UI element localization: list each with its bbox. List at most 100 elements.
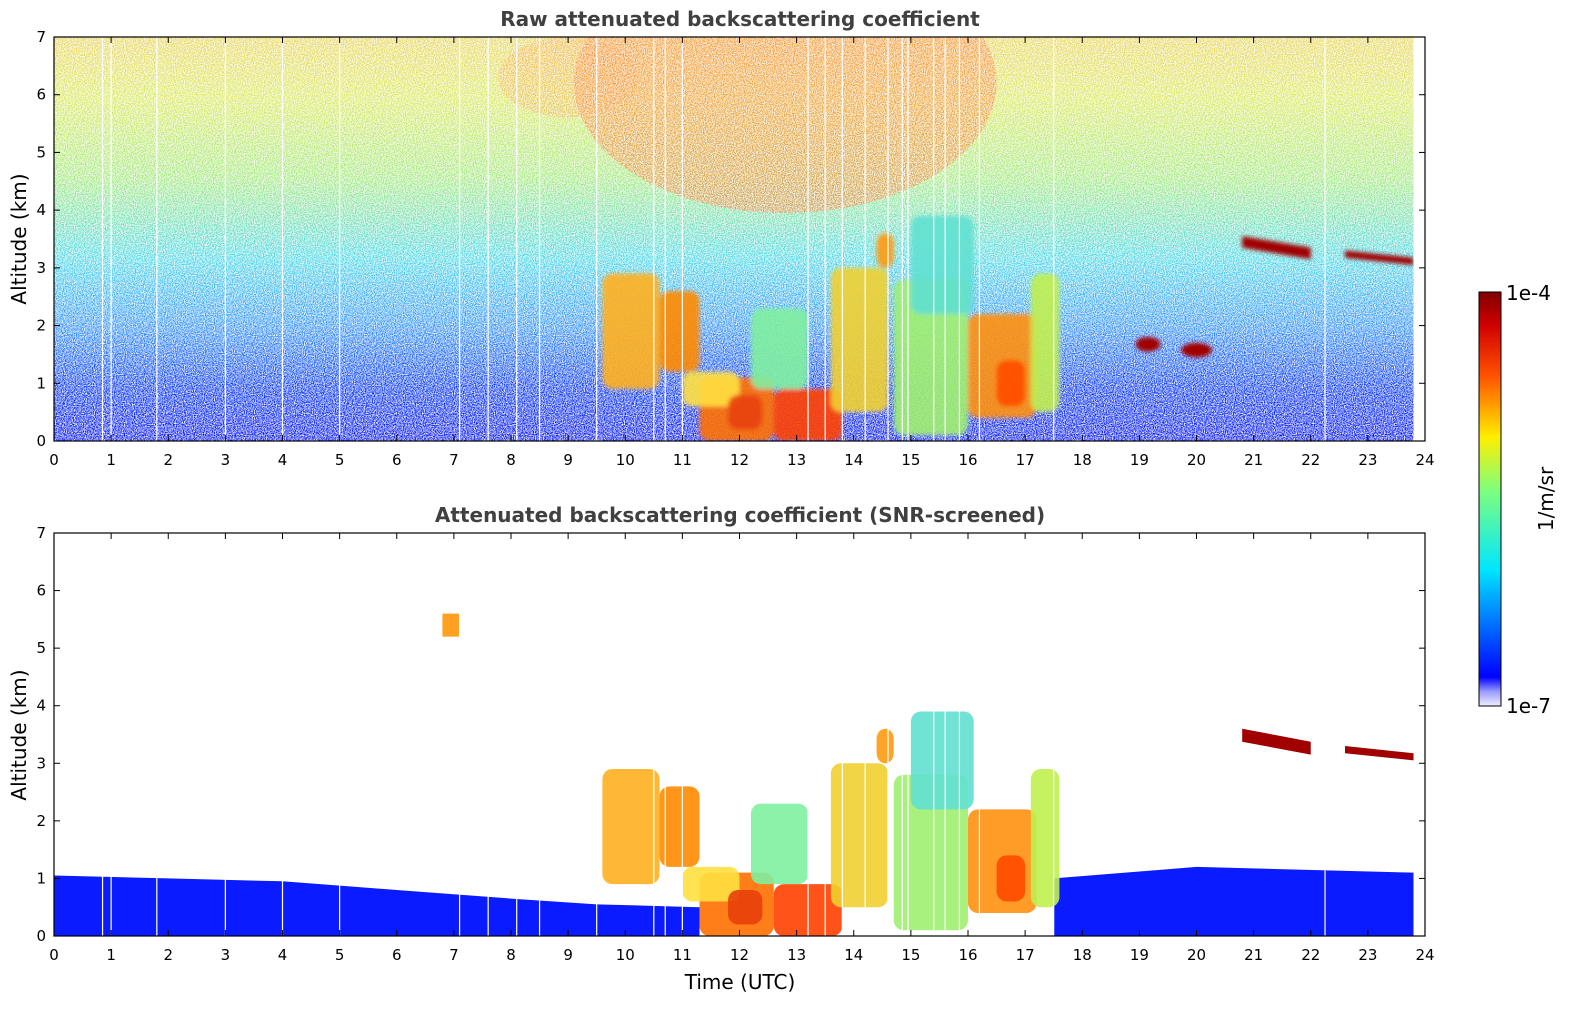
plume-segment	[1030, 273, 1060, 413]
x-tick-label: 4	[278, 451, 288, 469]
x-tick-label: 24	[1415, 946, 1434, 964]
plume-segment	[602, 273, 660, 390]
x-tick-label: 9	[563, 451, 573, 469]
plume-segment	[602, 769, 660, 885]
x-tick-label: 23	[1358, 451, 1377, 469]
x-tick-label: 3	[221, 946, 231, 964]
x-tick-label: 2	[163, 451, 173, 469]
colorbar-max-label: 1e-4	[1506, 281, 1551, 305]
x-tick-label: 15	[901, 946, 920, 964]
plume-segment	[682, 866, 740, 902]
y-tick-label: 6	[36, 86, 46, 104]
y-tick-label: 0	[36, 432, 46, 450]
top-panel-title: Raw attenuated backscattering coefficien…	[500, 7, 980, 31]
x-tick-label: 17	[1016, 451, 1035, 469]
cloud-layer	[1181, 342, 1212, 358]
no-data-region	[1413, 533, 1425, 936]
cloud-layer	[1345, 746, 1414, 761]
x-tick-label: 1	[106, 451, 116, 469]
plume-segment	[659, 786, 700, 867]
y-tick-label: 3	[36, 259, 46, 277]
y-tick-label: 7	[36, 28, 46, 46]
x-tick-label: 21	[1244, 451, 1263, 469]
x-tick-label: 14	[844, 451, 863, 469]
x-tick-label: 19	[1130, 946, 1149, 964]
no-data-region	[1413, 37, 1425, 441]
x-tick-label: 20	[1187, 946, 1206, 964]
plume-segment	[910, 215, 974, 315]
y-tick-label: 3	[36, 754, 46, 772]
plume-segment	[659, 290, 700, 372]
x-axis-label: Time (UTC)	[684, 970, 796, 994]
plume-segment	[728, 394, 763, 430]
cloud-layer	[1242, 236, 1311, 260]
plume-segment	[728, 889, 763, 925]
plume-segment	[876, 728, 894, 764]
x-tick-label: 16	[958, 451, 977, 469]
plume-segment	[876, 233, 894, 268]
x-tick-label: 22	[1301, 451, 1320, 469]
x-tick-label: 11	[673, 451, 692, 469]
x-tick-label: 24	[1415, 451, 1434, 469]
x-tick-label: 6	[392, 946, 402, 964]
x-tick-label: 4	[278, 946, 288, 964]
cloud-layer	[1242, 728, 1311, 755]
bottom-heatmap	[54, 533, 1425, 936]
x-tick-label: 7	[449, 451, 459, 469]
top-y-axis-label: Altitude (km)	[7, 173, 31, 304]
colorbar-unit-label: 1/m/sr	[1534, 466, 1558, 531]
x-tick-label: 9	[563, 946, 573, 964]
colorbar	[1478, 291, 1502, 707]
x-tick-label: 14	[844, 946, 863, 964]
boundary-layer-band	[54, 875, 700, 936]
y-tick-label: 5	[36, 143, 46, 161]
x-tick-label: 22	[1301, 946, 1320, 964]
plume-segment	[893, 279, 968, 436]
cloud-layer	[1345, 250, 1414, 265]
x-tick-label: 10	[616, 946, 635, 964]
plume-segment	[830, 267, 889, 413]
x-tick-label: 20	[1187, 451, 1206, 469]
x-tick-label: 11	[673, 946, 692, 964]
cloud-layer	[1135, 337, 1161, 352]
x-tick-label: 13	[787, 451, 806, 469]
y-tick-label: 0	[36, 927, 46, 945]
y-tick-label: 1	[36, 869, 46, 887]
x-tick-label: 0	[49, 451, 59, 469]
x-tick-label: 18	[1073, 946, 1092, 964]
plume-segment	[1030, 769, 1060, 908]
y-tick-label: 4	[36, 201, 46, 219]
x-tick-label: 0	[49, 946, 59, 964]
x-tick-label: 23	[1358, 946, 1377, 964]
plume-segment	[750, 803, 809, 885]
x-tick-label: 19	[1130, 451, 1149, 469]
x-tick-label: 13	[787, 946, 806, 964]
x-tick-label: 12	[730, 451, 749, 469]
x-tick-label: 7	[449, 946, 459, 964]
top-heatmap	[54, 37, 1425, 441]
x-tick-label: 8	[506, 451, 516, 469]
x-tick-label: 1	[106, 946, 116, 964]
y-tick-label: 6	[36, 582, 46, 600]
plume-segment	[750, 308, 809, 390]
x-tick-label: 12	[730, 946, 749, 964]
y-tick-label: 2	[36, 317, 46, 335]
y-tick-label: 2	[36, 812, 46, 830]
plume-segment	[910, 711, 974, 810]
y-tick-label: 4	[36, 697, 46, 715]
x-tick-label: 6	[392, 451, 402, 469]
plume-segment	[996, 855, 1026, 902]
x-tick-label: 5	[335, 451, 345, 469]
plume-segment	[996, 360, 1026, 407]
y-tick-label: 1	[36, 374, 46, 392]
x-tick-label: 10	[616, 451, 635, 469]
y-tick-label: 5	[36, 639, 46, 657]
plume-segment	[830, 763, 889, 908]
boundary-layer-band-evening	[1053, 866, 1414, 936]
x-tick-label: 15	[901, 451, 920, 469]
x-tick-label: 3	[221, 451, 231, 469]
x-tick-label: 5	[335, 946, 345, 964]
x-tick-label: 16	[958, 946, 977, 964]
y-tick-label: 7	[36, 524, 46, 542]
